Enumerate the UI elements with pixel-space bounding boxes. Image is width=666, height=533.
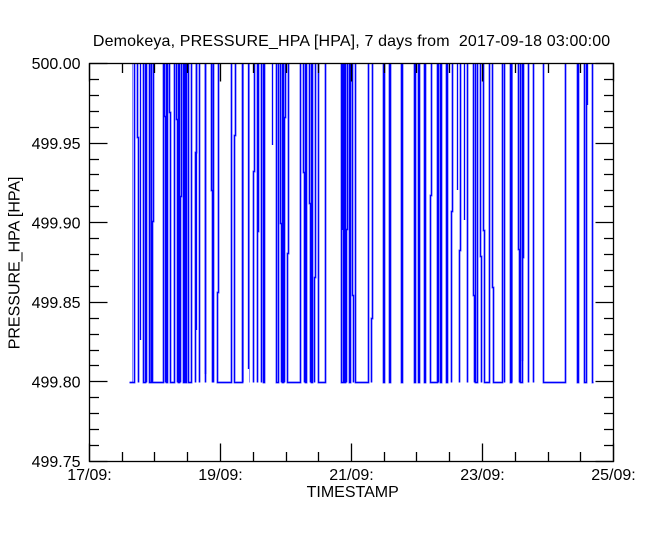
svg-text:500.00: 500.00 [32, 56, 81, 73]
svg-text:25/09:: 25/09: [591, 467, 635, 484]
svg-text:499.85: 499.85 [32, 295, 81, 312]
svg-text:499.95: 499.95 [32, 136, 81, 153]
svg-text:Demokeya, PRESSURE_HPA [HPA],: Demokeya, PRESSURE_HPA [HPA], 7 days fro… [93, 33, 610, 50]
svg-text:499.90: 499.90 [32, 215, 81, 232]
svg-text:21/09:: 21/09: [329, 467, 373, 484]
svg-text:19/09:: 19/09: [198, 467, 242, 484]
svg-text:TIMESTAMP: TIMESTAMP [307, 484, 399, 501]
svg-text:499.75: 499.75 [32, 454, 81, 471]
svg-text:23/09:: 23/09: [460, 467, 504, 484]
svg-text:PRESSURE_HPA [HPA]: PRESSURE_HPA [HPA] [6, 177, 23, 350]
svg-text:499.80: 499.80 [32, 375, 81, 392]
svg-text:17/09:: 17/09: [67, 467, 111, 484]
